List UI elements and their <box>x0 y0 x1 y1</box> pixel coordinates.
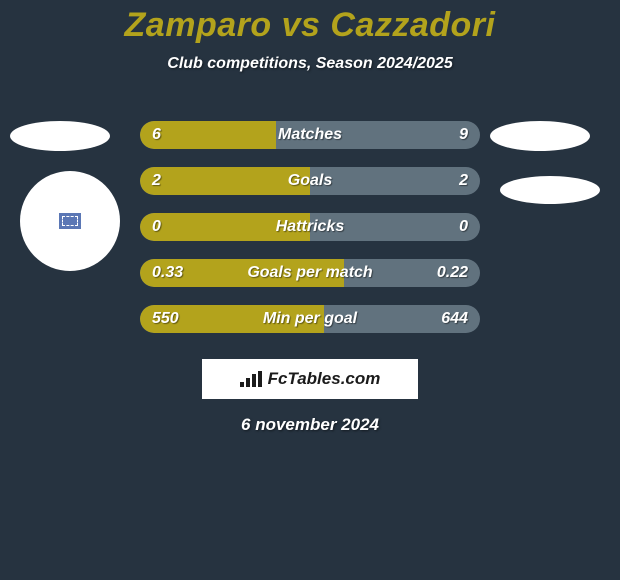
comparison-bars: 6Matches9 2Goals2 0Hattricks0 0.33Goals per… <box>140 121 480 351</box>
decor-ellipse-right-2 <box>500 176 600 204</box>
stat-row-min-per-goal: 550Min per goal644 <box>140 305 480 333</box>
brand-text: FcTables.com <box>268 369 381 389</box>
decor-ellipse-left-1 <box>10 121 110 151</box>
stat-label: Goals <box>140 167 480 195</box>
stat-right-value: 0.22 <box>437 259 468 287</box>
flag-icon <box>59 213 81 229</box>
stat-label: Min per goal <box>140 305 480 333</box>
title-player-a: Zamparo <box>125 6 272 44</box>
title-vs: vs <box>282 6 321 44</box>
stat-row-matches: 6Matches9 <box>140 121 480 149</box>
stat-row-goals: 2Goals2 <box>140 167 480 195</box>
decor-badge-left <box>20 171 120 271</box>
stat-right-value: 2 <box>459 167 468 195</box>
stat-row-goals-per-match: 0.33Goals per match0.22 <box>140 259 480 287</box>
stat-row-hattricks: 0Hattricks0 <box>140 213 480 241</box>
stat-right-value: 9 <box>459 121 468 149</box>
infographic-stage: 6Matches9 2Goals2 0Hattricks0 0.33Goals per… <box>0 101 620 353</box>
stat-label: Goals per match <box>140 259 480 287</box>
stat-right-value: 0 <box>459 213 468 241</box>
stat-right-value: 644 <box>441 305 468 333</box>
decor-ellipse-right-1 <box>490 121 590 151</box>
stat-label: Hattricks <box>140 213 480 241</box>
subtitle: Club competitions, Season 2024/2025 <box>0 55 620 73</box>
title-player-b: Cazzadori <box>330 6 495 44</box>
brand-badge: FcTables.com <box>202 359 418 399</box>
date-line: 6 november 2024 <box>0 415 620 435</box>
page-title: Zamparo vs Cazzadori <box>0 0 620 45</box>
bar-chart-icon <box>240 371 262 387</box>
stat-label: Matches <box>140 121 480 149</box>
